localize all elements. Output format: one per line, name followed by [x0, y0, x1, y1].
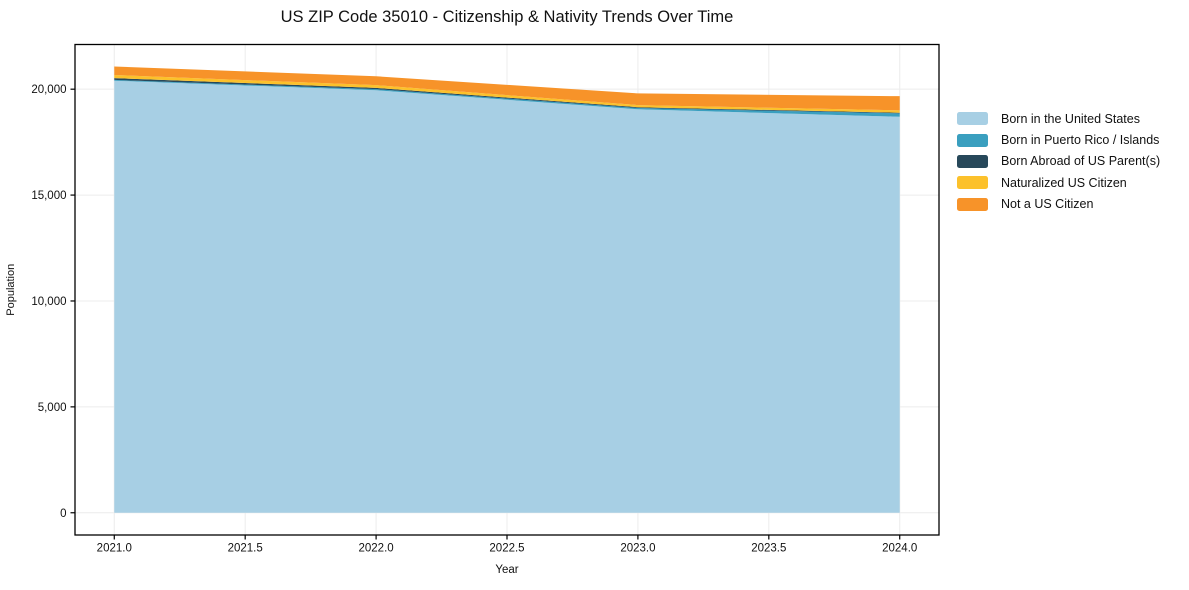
x-tick-label: 2023.5 [751, 543, 786, 555]
area-series [114, 80, 900, 513]
legend: Born in the United States Born in Puerto … [957, 108, 1160, 215]
x-tick-label: 2022.5 [489, 543, 524, 555]
area-series [114, 74, 900, 113]
area-series [114, 66, 900, 111]
legend-item-0: Born in the United States [957, 108, 1160, 129]
legend-swatch [957, 197, 988, 211]
x-axis-label: Year [495, 564, 518, 576]
y-axis-label: Population [5, 264, 17, 316]
legend-label: Born Abroad of US Parent(s) [1001, 154, 1161, 169]
y-tick-label: 0 [60, 508, 66, 520]
legend-item-2: Born Abroad of US Parent(s) [957, 151, 1160, 172]
legend-label: Born in Puerto Rico / Islands [1001, 133, 1160, 148]
legend-item-3: Naturalized US Citizen [957, 172, 1160, 193]
x-tick-label: 2022.0 [358, 543, 393, 555]
legend-swatch [957, 154, 988, 168]
chart-title: US ZIP Code 35010 - Citizenship & Nativi… [280, 8, 734, 26]
legend-swatch [957, 176, 988, 190]
legend-item-4: Not a US Citizen [957, 194, 1160, 215]
legend-swatch [957, 133, 988, 147]
legend-label: Naturalized US Citizen [1001, 175, 1127, 190]
y-tick-label: 20,000 [31, 84, 66, 96]
area-series [114, 78, 900, 114]
x-tick-label: 2021.0 [97, 543, 132, 555]
legend-label: Born in the United States [1001, 111, 1140, 126]
legend-label: Not a US Citizen [1001, 197, 1094, 212]
legend-swatch [957, 112, 988, 126]
x-tick-label: 2024.0 [882, 543, 917, 555]
y-tick-label: 5,000 [38, 402, 67, 414]
x-tick-label: 2023.0 [620, 543, 655, 555]
x-tick-label: 2021.5 [228, 543, 263, 555]
legend-item-1: Born in Puerto Rico / Islands [957, 129, 1160, 150]
y-tick-label: 10,000 [31, 296, 66, 308]
area-series [114, 79, 900, 117]
y-tick-label: 15,000 [31, 190, 66, 202]
